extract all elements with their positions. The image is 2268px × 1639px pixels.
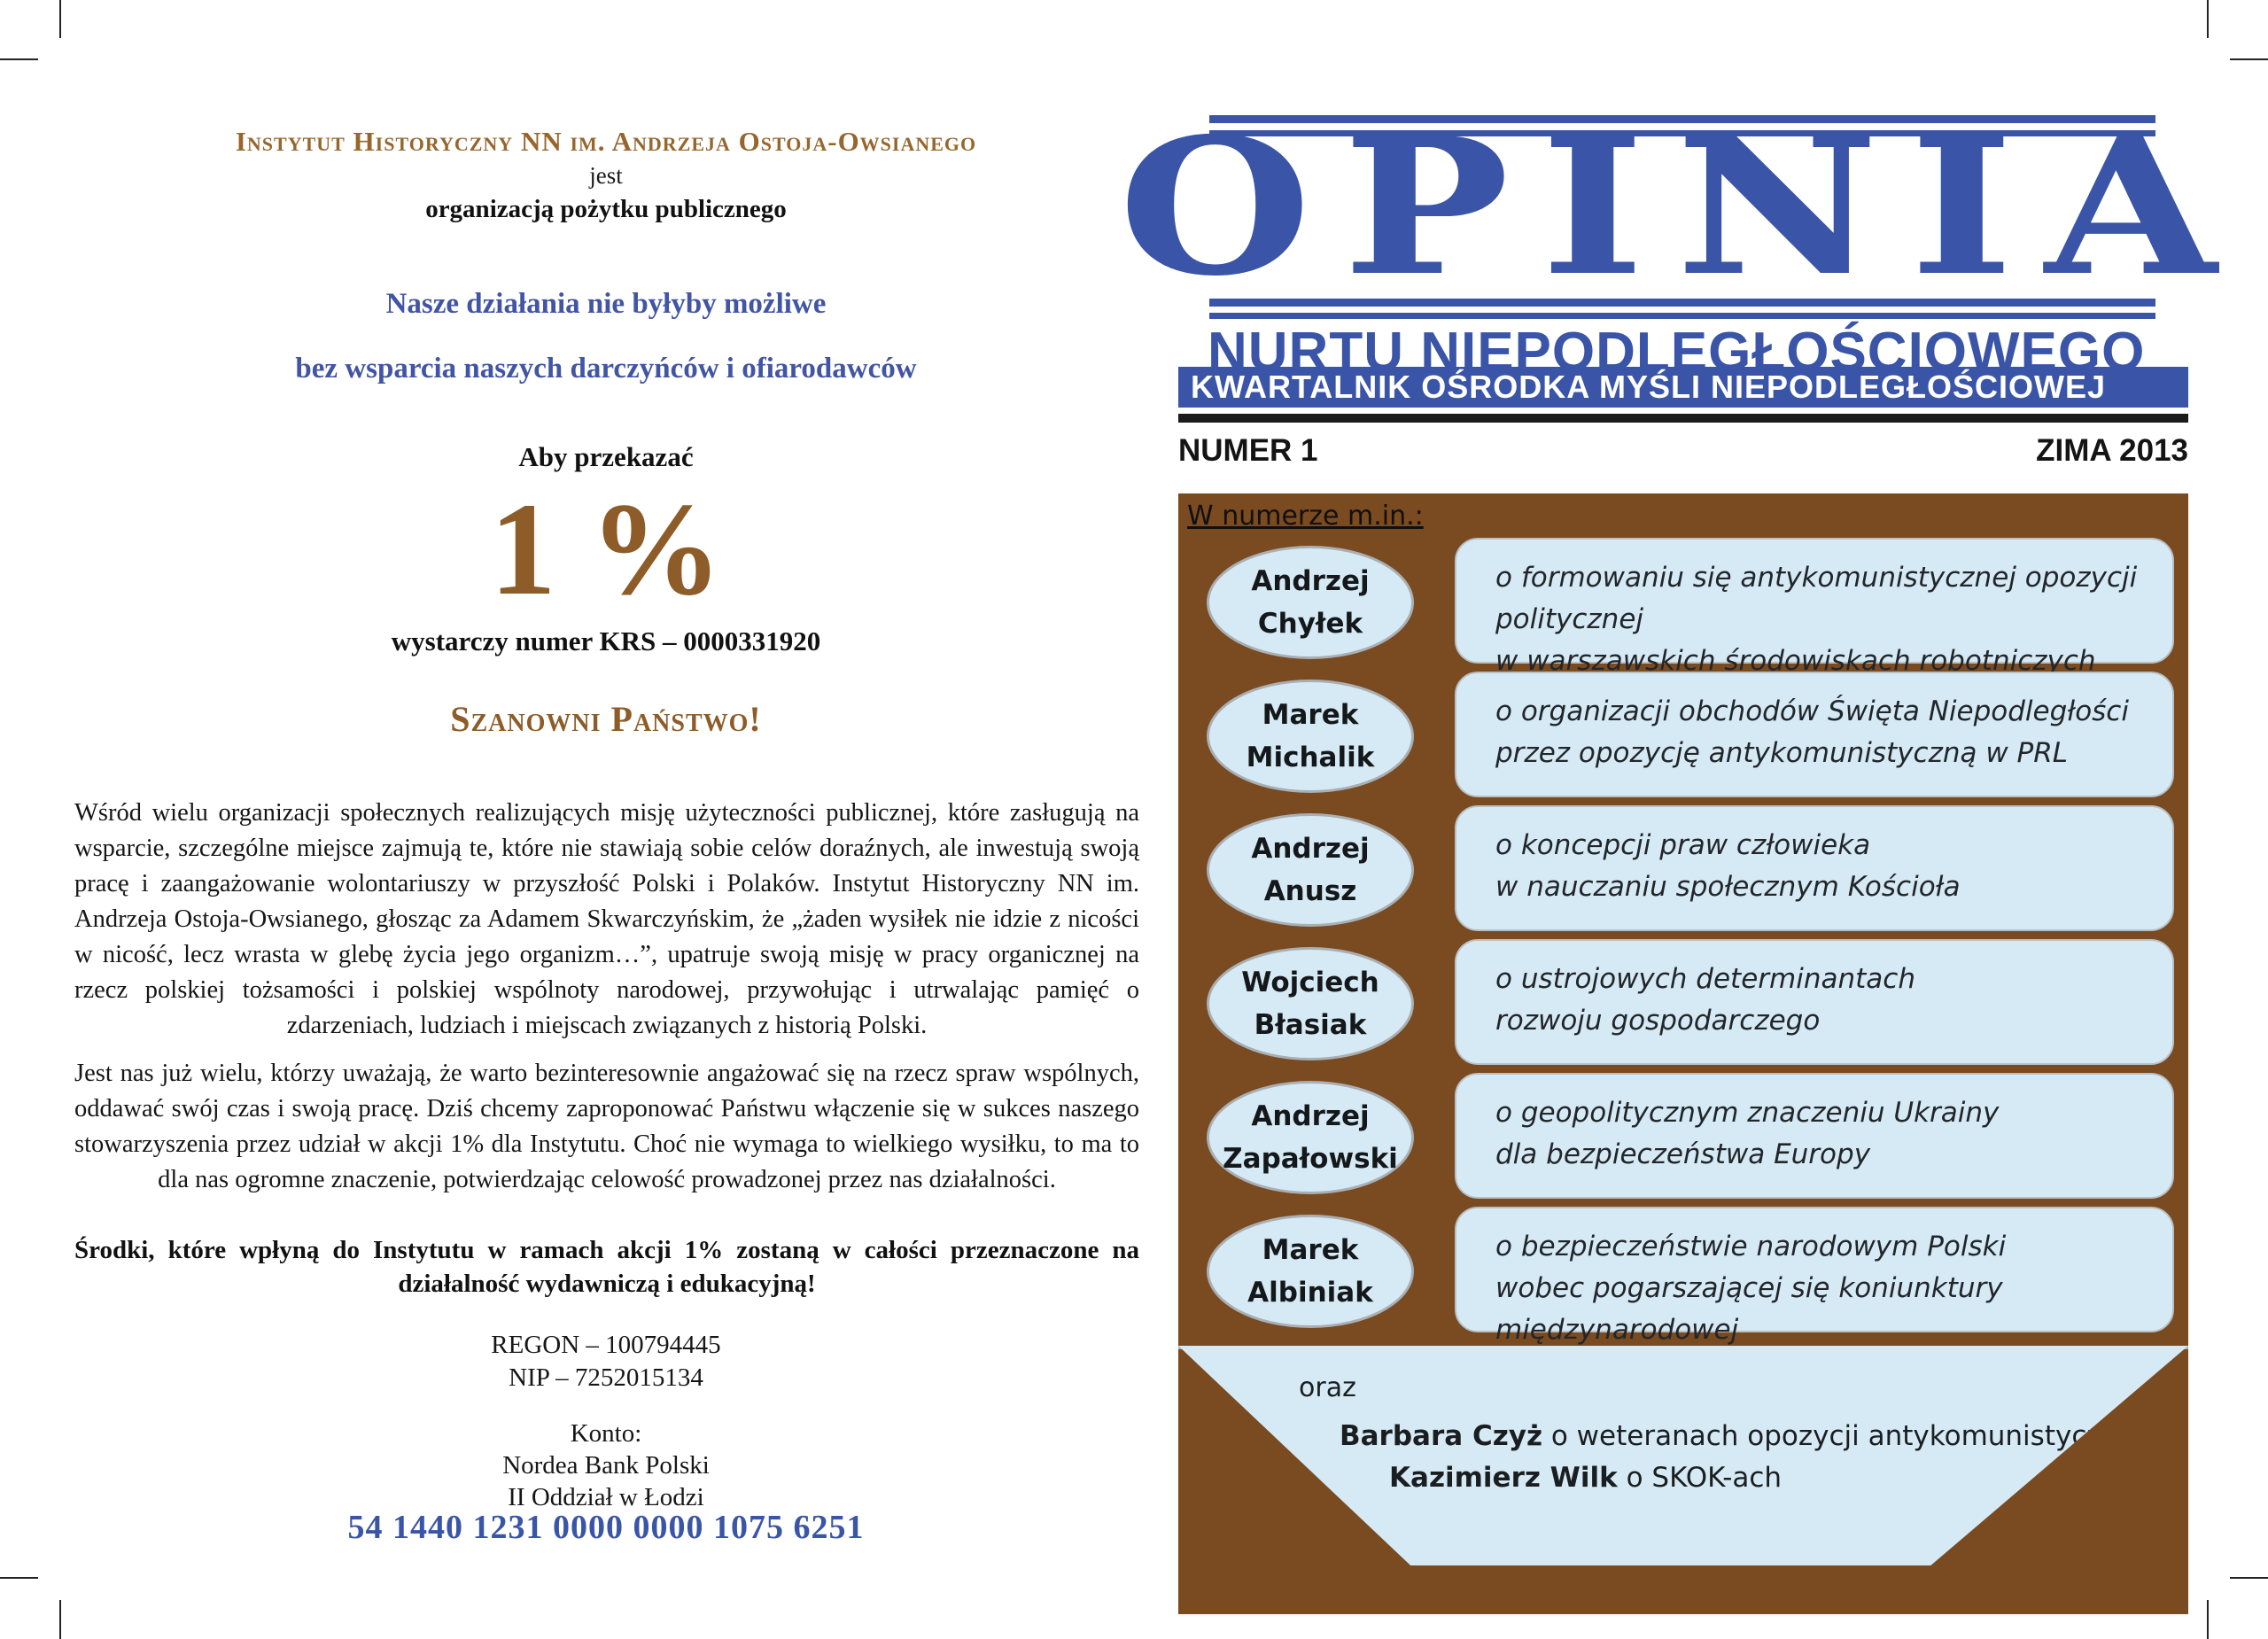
topic-line: rozwoju gospodarczego [1495,1005,1821,1037]
contents-row: Marek Albiniak o bezpieczeństwie narodow… [1178,1207,2188,1346]
masthead-rule-bottom-1 [1209,299,2155,307]
topic-bubble: o geopolitycznym znaczeniu Ukrainy dla b… [1455,1073,2174,1199]
one-percent-headline: 1 % [489,476,723,623]
contents-rows: Andrzej Chyłek o formowaniu się antykomu… [1178,538,2188,1346]
author-last-name: Zapałowski [1223,1143,1398,1175]
topic-bubble: o organizacji obchodów Święta Niepodległ… [1455,672,2174,797]
contents-heading: W numerze m.in.: [1187,501,1424,532]
crop-mark [2207,0,2209,38]
donors-line-1: Nasze działania nie byłyby możliwe [385,288,827,320]
institute-jest: jest [589,162,623,189]
bank-details: Konto: Nordea Bank Polski II Oddział w Ł… [69,1418,1143,1513]
author-first-name: Andrzej [1251,833,1370,865]
institute-opp-status: organizacją pożytku publicznego [425,195,787,223]
divider-rule [1178,414,2188,423]
greeting-heading: Szanowni Państwo! [450,699,762,739]
author-last-name: Chyłek [1257,608,1363,640]
contents-row: Andrzej Chyłek o formowaniu się antykomu… [1178,538,2188,719]
issue-meta-row: NUMER 1 ZIMA 2013 [1178,433,2188,469]
footer-entry: Barbara Czyż o weteranach opozycji antyk… [1340,1420,2143,1452]
registry-ids: REGON – 100794445 NIP – 7252015134 [69,1329,1143,1394]
closing-bold-statement: Środki, które wpłyną do Instytutu w rama… [74,1236,1139,1298]
aby-przekazac-label: Aby przekazać [518,441,694,472]
masthead-rule-top-2 [1209,130,2155,136]
footer-trapezoid: oraz Barbara Czyż o weteranach opozycji … [1178,1346,2188,1565]
topic-line: w nauczaniu społecznym Kościoła [1495,871,1961,903]
quarterly-bar-text: KWARTALNIK OŚRODKA MYŚLI NIEPODLEGŁOŚCIO… [1191,369,2107,405]
author-last-name: Błasiak [1254,1009,1367,1041]
topic-bubble: o koncepcji praw człowieka w nauczaniu s… [1455,805,2174,931]
topic-line: o geopolitycznym znaczeniu Ukrainy [1495,1097,2000,1129]
topic-line: o formowaniu się antykomunistycznej opoz… [1495,562,2138,635]
crop-mark [59,0,61,38]
bank-branch: II Oddział w Łodzi [508,1483,704,1511]
crop-mark [2207,1600,2209,1639]
author-oval: Andrzej Anusz [1207,813,1414,927]
topic-line: o bezpieczeństwie narodowym Polski [1495,1231,2007,1262]
topic-line: o koncepcji praw człowieka [1495,829,1871,861]
masthead-rule-bottom-2 [1209,313,2155,319]
topic-line: wobec pogarszającej się koniunktury międ… [1495,1272,2003,1346]
institute-header: Instytut Historyczny NN im. Andrzeja Ost… [69,124,1143,227]
contents-row: Wojciech Błasiak o ustrojowych determina… [1178,939,2188,1065]
donors-line-2: bez wsparcia naszych darczyńców i ofiaro… [295,353,917,385]
masthead-rule-top-1 [1209,115,2155,123]
regon-line: REGON – 100794445 [491,1331,721,1359]
contents-row: Andrzej Zapałowski o geopolitycznym znac… [1178,1073,2188,1199]
contents-panel: W numerze m.in.: Andrzej Chyłek o formow… [1178,493,2188,1614]
topic-line: przez opozycję antykomunistyczną w PRL [1495,737,2069,769]
oraz-label: oraz [1299,1372,1356,1403]
crop-mark [0,1577,38,1579]
topic-bubble: o ustrojowych determinantach rozwoju gos… [1455,939,2174,1065]
author-first-name: Andrzej [1251,565,1370,597]
footer-entry: Kazimierz Wilk o SKOK-ach [1389,1462,1782,1494]
crop-mark [2230,1577,2268,1579]
author-last-name: Anusz [1263,875,1357,907]
issue-season: ZIMA 2013 [2036,433,2188,468]
topic-bubble: o bezpieczeństwie narodowym Polski wobec… [1455,1207,2174,1346]
author-first-name: Wojciech [1241,967,1379,998]
footer-author: Barbara Czyż [1340,1420,1542,1452]
topic-line: dla bezpieczeństwa Europy [1495,1138,1871,1170]
mission-paragraph: Wśród wielu organizacji społecznych real… [74,799,1139,1039]
author-oval: Wojciech Błasiak [1207,947,1414,1060]
author-oval: Andrzej Chyłek [1207,546,1414,659]
appeal-paragraph: Jest nas już wielu, którzy uważają, że w… [74,1060,1139,1193]
account-number: 54 1440 1231 0000 0000 1075 6251 [347,1509,865,1546]
crop-mark [59,1600,61,1639]
quarterly-bar: KWARTALNIK OŚRODKA MYŚLI NIEPODLEGŁOŚCIO… [1178,367,2188,408]
nip-line: NIP – 7252015134 [509,1363,703,1392]
topic-bubble: o formowaniu się antykomunistycznej opoz… [1455,538,2174,719]
author-last-name: Michalik [1246,742,1375,773]
issue-number: NUMER 1 [1178,433,1318,468]
footer-topic: o weteranach opozycji antykomunistycznej [1542,1420,2143,1452]
footer-topic: o SKOK-ach [1617,1462,1783,1494]
konto-label: Konto: [570,1419,642,1448]
author-first-name: Marek [1262,1234,1359,1266]
contents-row: Marek Michalik o organizacji obchodów Św… [1178,672,2188,797]
masthead-title: OPINIA [1118,97,2249,317]
topic-line: o organizacji obchodów Święta Niepodległ… [1495,695,2129,727]
topic-line: o ustrojowych determinantach [1495,963,1915,995]
contents-row: Andrzej Anusz o koncepcji praw człowieka… [1178,805,2188,931]
crop-mark [2230,58,2268,60]
author-last-name: Albiniak [1247,1277,1373,1309]
author-oval: Marek Michalik [1207,680,1414,793]
footer-author: Kazimierz Wilk [1389,1462,1618,1494]
author-oval: Andrzej Zapałowski [1207,1081,1414,1194]
author-oval: Marek Albiniak [1207,1215,1414,1328]
author-first-name: Marek [1262,699,1359,731]
crop-mark [0,58,38,60]
author-first-name: Andrzej [1251,1100,1370,1132]
krs-number-line: wystarczy numer KRS – 0000331920 [391,625,821,656]
institute-name: Instytut Historyczny NN im. Andrzeja Ost… [235,126,977,157]
bank-name: Nordea Bank Polski [502,1451,710,1480]
